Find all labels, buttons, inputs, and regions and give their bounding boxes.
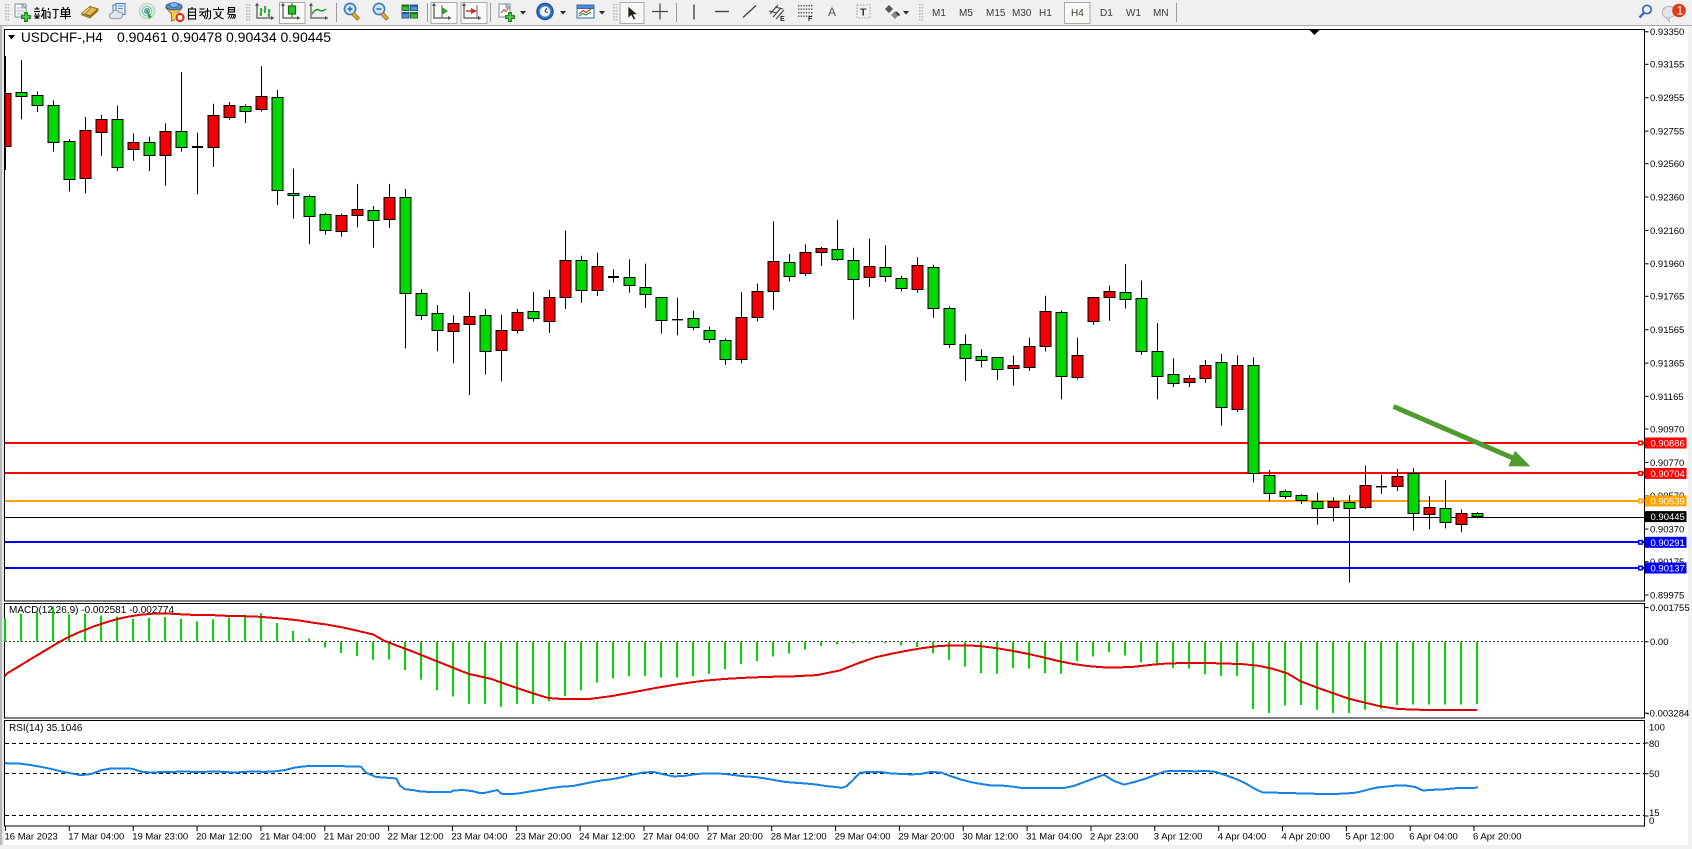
svg-text:27 Mar 20:00: 27 Mar 20:00 bbox=[707, 832, 763, 843]
svg-text:M5: M5 bbox=[959, 8, 973, 19]
svg-text:0.90539: 0.90539 bbox=[1651, 497, 1685, 508]
svg-text:21 Mar 20:00: 21 Mar 20:00 bbox=[324, 832, 380, 843]
svg-text:23 Mar 20:00: 23 Mar 20:00 bbox=[515, 832, 571, 843]
svg-text:0.90370: 0.90370 bbox=[1650, 525, 1684, 536]
svg-text:RSI(14) 35.1046: RSI(14) 35.1046 bbox=[9, 723, 83, 734]
svg-text:3 Apr 12:00: 3 Apr 12:00 bbox=[1154, 832, 1203, 843]
svg-text:21 Mar 04:00: 21 Mar 04:00 bbox=[260, 832, 316, 843]
svg-text:15: 15 bbox=[1649, 808, 1660, 819]
svg-text:29 Mar 04:00: 29 Mar 04:00 bbox=[835, 832, 891, 843]
svg-text:F: F bbox=[808, 16, 813, 23]
svg-text:16 Mar 2023: 16 Mar 2023 bbox=[5, 832, 58, 843]
svg-text:17 Mar 04:00: 17 Mar 04:00 bbox=[68, 832, 124, 843]
svg-text:2 Apr 23:00: 2 Apr 23:00 bbox=[1090, 832, 1139, 843]
svg-text:0.90886: 0.90886 bbox=[1651, 439, 1685, 450]
svg-text:27 Mar 04:00: 27 Mar 04:00 bbox=[643, 832, 699, 843]
svg-text:-0.003284: -0.003284 bbox=[1647, 709, 1690, 720]
svg-text:24 Mar 12:00: 24 Mar 12:00 bbox=[579, 832, 635, 843]
svg-text:4 Apr 04:00: 4 Apr 04:00 bbox=[1218, 832, 1267, 843]
svg-text:0.91960: 0.91960 bbox=[1650, 259, 1684, 270]
svg-text:M1: M1 bbox=[932, 8, 946, 19]
svg-text:0.92160: 0.92160 bbox=[1650, 226, 1684, 237]
svg-text:MACD(12,26,9) -0.002581 -0.002: MACD(12,26,9) -0.002581 -0.002774 bbox=[9, 605, 175, 616]
svg-text:0.89975: 0.89975 bbox=[1650, 590, 1684, 601]
svg-text:0.90445: 0.90445 bbox=[1651, 512, 1685, 523]
svg-text:0.90770: 0.90770 bbox=[1650, 458, 1684, 469]
svg-text:0.00: 0.00 bbox=[1650, 637, 1669, 648]
svg-text:5 Apr 12:00: 5 Apr 12:00 bbox=[1345, 832, 1394, 843]
svg-text:0.93350: 0.93350 bbox=[1650, 27, 1684, 38]
svg-text:0.92755: 0.92755 bbox=[1650, 127, 1684, 138]
svg-text:50: 50 bbox=[1649, 769, 1660, 780]
svg-text:31 Mar 04:00: 31 Mar 04:00 bbox=[1026, 832, 1082, 843]
svg-text:H1: H1 bbox=[1039, 8, 1052, 19]
svg-text:MN: MN bbox=[1153, 8, 1169, 19]
svg-text:M15: M15 bbox=[986, 8, 1006, 19]
svg-text:0.91165: 0.91165 bbox=[1650, 392, 1684, 403]
svg-text:0.91565: 0.91565 bbox=[1650, 325, 1684, 336]
svg-text:1: 1 bbox=[1677, 6, 1683, 18]
svg-text:0.91765: 0.91765 bbox=[1650, 292, 1684, 303]
svg-text:28 Mar 12:00: 28 Mar 12:00 bbox=[771, 832, 827, 843]
svg-text:0.92560: 0.92560 bbox=[1650, 159, 1684, 170]
svg-text:23 Mar 04:00: 23 Mar 04:00 bbox=[451, 832, 507, 843]
svg-text:4 Apr 20:00: 4 Apr 20:00 bbox=[1282, 832, 1331, 843]
svg-text:0.90970: 0.90970 bbox=[1650, 424, 1684, 435]
svg-text:0.92360: 0.92360 bbox=[1650, 192, 1684, 203]
svg-text:USDCHF-,H4: USDCHF-,H4 bbox=[21, 30, 103, 45]
svg-text:E: E bbox=[780, 16, 785, 23]
svg-text:0.91365: 0.91365 bbox=[1650, 359, 1684, 370]
svg-text:A: A bbox=[828, 5, 836, 19]
svg-text:0.92955: 0.92955 bbox=[1650, 93, 1684, 104]
svg-text:T: T bbox=[860, 7, 867, 19]
svg-text:19 Mar 23:00: 19 Mar 23:00 bbox=[132, 832, 188, 843]
svg-text:22 Mar 12:00: 22 Mar 12:00 bbox=[388, 832, 444, 843]
svg-text:6 Apr 04:00: 6 Apr 04:00 bbox=[1409, 832, 1458, 843]
svg-text:100: 100 bbox=[1649, 722, 1665, 733]
svg-text:80: 80 bbox=[1649, 739, 1660, 750]
svg-text:H4: H4 bbox=[1071, 8, 1084, 19]
svg-text:0: 0 bbox=[1649, 816, 1654, 827]
svg-text:29 Mar 20:00: 29 Mar 20:00 bbox=[898, 832, 954, 843]
svg-text:20 Mar 12:00: 20 Mar 12:00 bbox=[196, 832, 252, 843]
svg-text:W1: W1 bbox=[1126, 8, 1141, 19]
svg-text:0.90461 0.90478 0.90434 0.9044: 0.90461 0.90478 0.90434 0.90445 bbox=[117, 29, 331, 45]
svg-text:6 Apr 20:00: 6 Apr 20:00 bbox=[1473, 832, 1522, 843]
svg-text:M30: M30 bbox=[1012, 8, 1032, 19]
svg-text:30 Mar 12:00: 30 Mar 12:00 bbox=[962, 832, 1018, 843]
svg-text:0.90704: 0.90704 bbox=[1651, 469, 1685, 480]
svg-text:0.93155: 0.93155 bbox=[1650, 60, 1684, 71]
svg-text:0.90137: 0.90137 bbox=[1651, 564, 1685, 575]
svg-text:0.001755: 0.001755 bbox=[1650, 603, 1690, 614]
svg-text:D1: D1 bbox=[1100, 8, 1113, 19]
svg-text:0.90291: 0.90291 bbox=[1651, 538, 1685, 549]
